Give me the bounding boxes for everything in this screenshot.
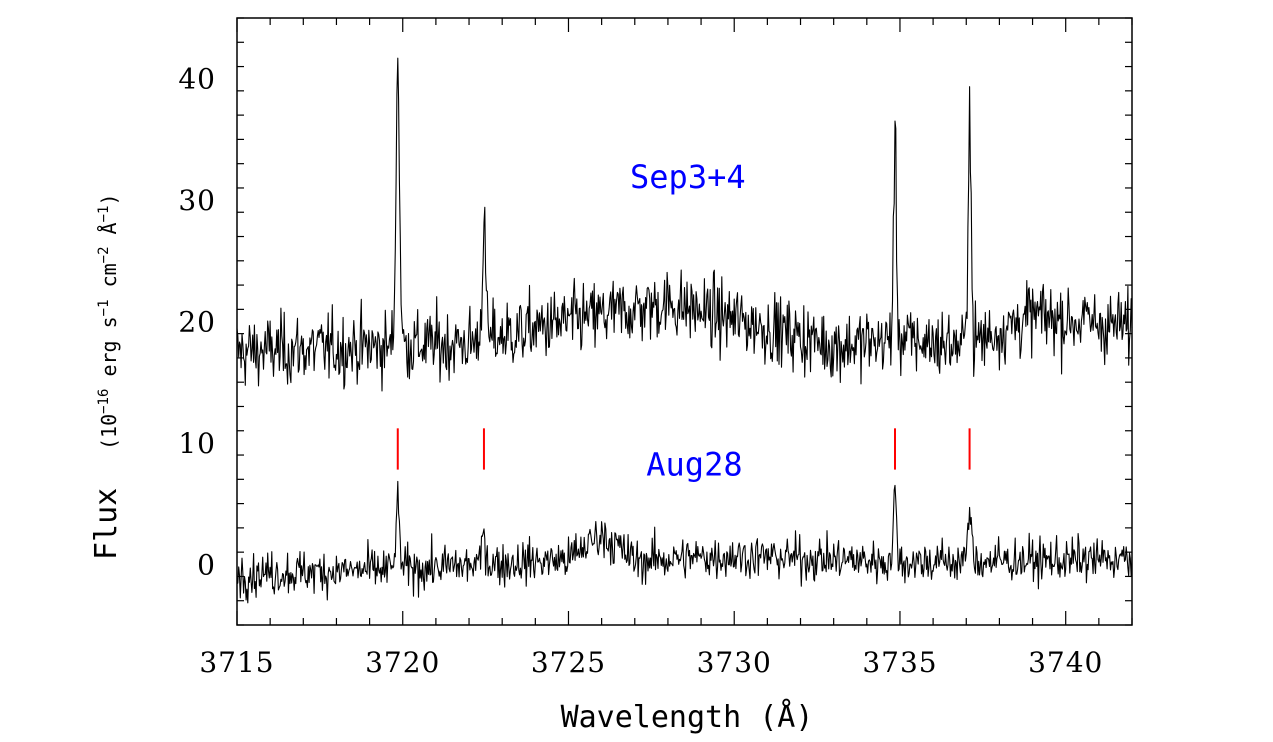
x-axis-title: Wavelength (Å) — [561, 699, 814, 735]
x-tick-label: 3715 — [199, 646, 274, 679]
series-layer — [236, 57, 1133, 604]
series-line-0 — [236, 57, 1133, 392]
marker-layer — [396, 428, 971, 470]
y-tick-label: 30 — [178, 184, 216, 217]
series-label-1: Aug28 — [646, 446, 742, 484]
y-axis-title-unit: (10−16 erg s−1 cm−2 Å−1) — [96, 193, 121, 450]
y-tick-label: 10 — [178, 427, 216, 460]
plot-frame — [236, 17, 1133, 626]
y-tick-label: 20 — [178, 306, 216, 339]
x-tick-labels: 3715 3720 3725 3730 3735 3740 — [199, 646, 1103, 679]
x-tick-label: 3725 — [531, 646, 606, 679]
series-line-1 — [236, 480, 1133, 604]
x-tick-label: 3740 — [1028, 646, 1103, 679]
series-label-0: Sep3+4 — [630, 158, 746, 196]
y-axis-title-main: Flux — [89, 488, 124, 560]
series-labels: Sep3+4 Aug28 — [630, 158, 746, 484]
y-tick-labels: 0 10 20 30 40 — [178, 63, 216, 582]
y-axis-title: Flux (10−16 erg s−1 cm−2 Å−1) — [89, 193, 124, 560]
x-tick-label: 3735 — [862, 646, 937, 679]
x-tick-label: 3720 — [365, 646, 440, 679]
tick-layer — [236, 17, 1133, 626]
x-tick-label: 3730 — [697, 646, 772, 679]
y-tick-label: 40 — [178, 63, 216, 96]
y-tick-label: 0 — [197, 548, 216, 581]
